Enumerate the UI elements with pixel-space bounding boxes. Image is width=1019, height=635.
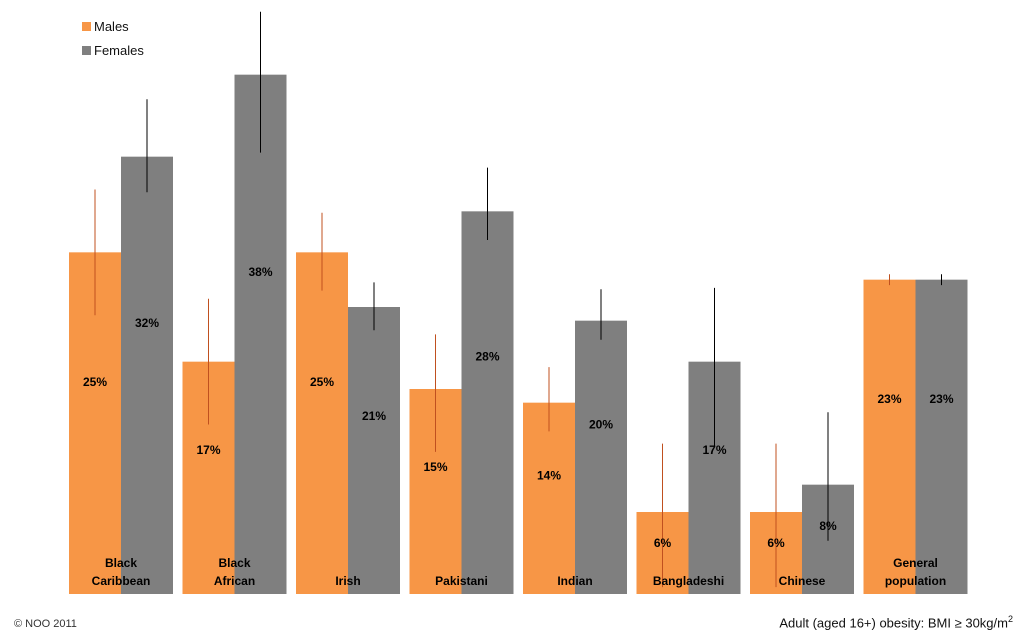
data-label-males: 15%	[423, 460, 447, 474]
data-label-males: 17%	[196, 443, 220, 457]
data-label-females: 38%	[248, 265, 272, 279]
category-label: General	[893, 556, 938, 570]
bar-females	[575, 320, 627, 594]
data-label-males: 23%	[877, 392, 901, 406]
bar-males	[863, 279, 916, 594]
data-label-females: 17%	[702, 443, 726, 457]
category-label: Pakistani	[435, 574, 488, 588]
data-label-males: 25%	[310, 375, 334, 389]
data-label-males: 6%	[654, 536, 672, 550]
category-label: African	[214, 574, 255, 588]
data-label-males: 25%	[83, 375, 107, 389]
footnote: Adult (aged 16+) obesity: BMI ≥ 30kg/m2	[779, 614, 1013, 630]
legend-item-males: Males	[82, 14, 144, 38]
legend-label-females: Females	[94, 42, 144, 58]
bar-females	[121, 156, 173, 594]
bar-males	[296, 252, 348, 595]
footnote-superscript: 2	[1007, 614, 1013, 624]
category-label: Black	[218, 556, 250, 570]
category-label: Irish	[335, 574, 360, 588]
data-label-females: 28%	[475, 350, 499, 364]
data-label-females: 21%	[362, 409, 386, 423]
bar-females	[915, 279, 968, 594]
legend-label-males: Males	[94, 18, 129, 34]
legend-swatch-females	[82, 45, 91, 55]
data-label-males: 14%	[537, 468, 561, 482]
category-label: Caribbean	[92, 574, 151, 588]
bar-females	[461, 211, 514, 595]
bar-females	[348, 307, 400, 594]
category-label: Black	[105, 556, 137, 570]
bar-females	[234, 74, 287, 594]
data-label-males: 6%	[767, 536, 785, 550]
legend-item-females: Females	[82, 38, 144, 62]
data-label-females: 23%	[929, 392, 953, 406]
bar-males	[523, 402, 575, 594]
data-label-females: 20%	[589, 418, 613, 432]
category-label: Indian	[557, 574, 592, 588]
footnote-text: Adult (aged 16+) obesity: BMI ≥ 30kg/m	[779, 615, 1008, 631]
category-label: Chinese	[779, 574, 826, 588]
legend-swatch-males	[82, 21, 91, 31]
data-label-females: 32%	[135, 316, 159, 330]
category-label: population	[885, 574, 946, 588]
data-label-females: 8%	[819, 519, 837, 533]
copyright-text: © NOO 2011	[14, 618, 77, 630]
legend: Males Females	[82, 14, 144, 62]
category-label: Bangladeshi	[653, 574, 724, 588]
